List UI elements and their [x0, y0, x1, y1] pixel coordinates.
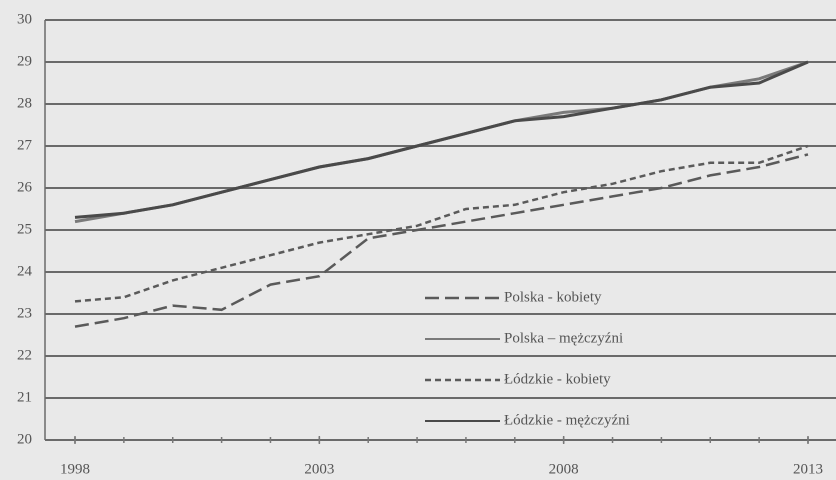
y-tick-label: 23 — [17, 305, 32, 321]
y-tick-label: 26 — [17, 179, 33, 195]
legend-label: Polska – mężczyźni — [504, 330, 623, 346]
x-tick-label: 1998 — [60, 461, 90, 477]
series-line — [74, 153, 809, 328]
y-tick-label: 21 — [17, 389, 32, 405]
y-tick-label: 24 — [17, 263, 33, 279]
y-tick-label: 25 — [17, 221, 32, 237]
legend-label: Polska - kobiety — [504, 289, 602, 305]
y-tick-label: 29 — [17, 53, 32, 69]
y-tick-label: 20 — [17, 431, 32, 447]
y-tick-label: 22 — [17, 347, 32, 363]
x-tick-label: 2008 — [549, 461, 579, 477]
x-tick-label: 2013 — [793, 461, 823, 477]
legend-label: Łódzkie - mężczyźni — [504, 412, 630, 428]
y-tick-label: 27 — [17, 137, 33, 153]
series-line — [74, 60, 809, 219]
series-line — [74, 144, 809, 303]
legend-label: Łódzkie - kobiety — [504, 371, 611, 387]
x-tick-label: 2003 — [304, 461, 334, 477]
y-tick-label: 30 — [17, 11, 32, 27]
y-tick-label: 28 — [17, 95, 32, 111]
